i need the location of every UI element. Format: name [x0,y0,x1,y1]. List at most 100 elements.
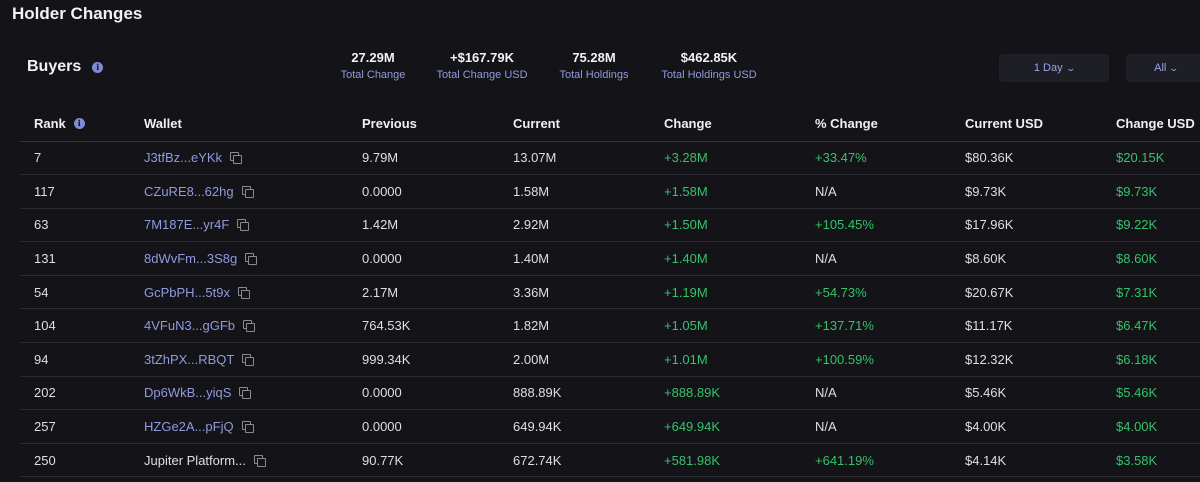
pct-change-cell: N/A [801,376,951,411]
table-row[interactable]: 104 4VFuN3...gGFb 764.53K 1.82M +1.05M +137.7… [20,308,1200,344]
rank-cell: 250 [20,443,130,478]
period-dropdown[interactable]: 1 Day ⌄ [999,54,1109,82]
column-header-rank[interactable]: Rank i [20,106,130,142]
table-row[interactable]: 63 7M187E...yr4F 1.42M 2.92M +1.50M +105.45% $… [20,208,1200,243]
chevron-down-icon: ⌄ [1168,62,1180,73]
copy-icon[interactable] [237,286,250,299]
change-cell: +1.19M [650,275,801,310]
copy-icon[interactable] [245,253,258,266]
stat-label: Total Change [340,69,406,81]
current-usd-cell: $5.46K [951,376,1102,411]
filter-dropdown[interactable]: All ⌄ [1126,54,1200,82]
table-row[interactable]: 257 HZGe2A...pFjQ 0.0000 649.94K +649.94K N/A… [20,409,1200,444]
info-icon[interactable]: i [73,117,85,129]
current-usd-cell: $11.17K [951,308,1102,344]
rank-cell: 54 [20,275,130,310]
copy-icon[interactable] [239,387,252,400]
wallet-address-link[interactable]: GcPbPH...5t9x [144,284,230,300]
section-title-label: Buyers [27,58,82,75]
copy-icon[interactable] [237,219,250,232]
wallet-cell: CZuRE8...62hg [130,174,348,209]
current-usd-cell: $4.00K [951,409,1102,444]
wallet-cell: 8dWvFm...3S8g [130,241,348,276]
change-usd-cell: $7.31K [1102,275,1200,310]
change-usd-cell: $8.60K [1102,241,1200,276]
table-row[interactable]: 7 J3tfBz...eYKk 9.79M 13.07M +3.28M +33.47% $8… [20,141,1200,176]
copy-icon[interactable] [230,152,243,165]
wallet-address-link[interactable]: HZGe2A...pFjQ [144,419,234,435]
current-usd-cell: $17.96K [951,208,1102,243]
wallet-address-link[interactable]: 3tZhPX...RBQT [144,351,235,367]
column-header-change-usd[interactable]: Change USD [1102,106,1200,142]
pct-change-cell: N/A [801,409,951,444]
chevron-down-icon: ⌄ [1065,62,1076,73]
stat-value: 75.28M [572,50,616,65]
copy-icon[interactable] [242,353,255,366]
table-row[interactable]: 117 CZuRE8...62hg 0.0000 1.58M +1.58M N/A $9.7… [20,174,1200,209]
change-cell: +1.50M [650,208,801,243]
section-title: Buyers i [27,58,104,76]
change-usd-cell: $6.18K [1102,342,1200,377]
wallet-cell: 4VFuN3...gGFb [130,308,348,344]
wallet-address-link[interactable]: Dp6WkB...yiqS [144,385,232,401]
rank-cell: 63 [20,208,130,243]
current-usd-cell: $8.60K [951,241,1102,276]
copy-icon[interactable] [243,320,256,333]
wallet-cell: J3tfBz...eYKk [130,141,348,176]
table-row[interactable]: 54 GcPbPH...5t9x 2.17M 3.36M +1.19M +54.73% $2… [20,275,1200,310]
table-row[interactable]: 94 3tZhPX...RBQT 999.34K 2.00M +1.01M +100.59… [20,342,1200,377]
filter-dropdown-label: All [1154,62,1167,74]
wallet-address-link[interactable]: CZuRE8...62hg [144,183,234,199]
current-cell: 888.89K [499,376,650,411]
pct-change-cell: +641.19% [801,443,951,478]
current-cell: 13.07M [499,141,650,176]
change-cell: +888.89K [650,376,801,411]
previous-cell: 764.53K [348,308,499,344]
rank-cell: 202 [20,376,130,411]
copy-icon[interactable] [241,185,254,198]
column-header-pct-change[interactable]: % Change [801,106,951,142]
current-cell: 1.58M [499,174,650,209]
stat-total-holdings-usd: $462.85K Total Holdings USD [652,50,766,81]
column-header-current[interactable]: Current [499,106,650,142]
wallet-cell: Jupiter Platform... [130,443,348,478]
stat-total-change-usd: +$167.79K Total Change USD [426,50,538,81]
copy-icon[interactable] [241,421,254,434]
copy-icon[interactable] [253,454,266,467]
stat-label: Total Change USD [436,69,528,81]
previous-cell: 999.34K [348,342,499,377]
table-row[interactable]: 131 8dWvFm...3S8g 0.0000 1.40M +1.40M N/A $8.6… [20,241,1200,276]
column-header-wallet[interactable]: Wallet [130,106,348,142]
previous-cell: 0.0000 [348,241,499,276]
wallet-address-link[interactable]: 8dWvFm...3S8g [144,251,238,267]
wallet-cell: 3tZhPX...RBQT [130,342,348,377]
current-usd-cell: $9.73K [951,174,1102,209]
current-cell: 2.92M [499,208,650,243]
buyers-table: Rank i Wallet Previous Current Change % C… [20,106,1200,478]
pct-change-cell: +105.45% [801,208,951,243]
change-cell: +1.05M [650,308,801,344]
current-cell: 1.40M [499,241,650,276]
column-header-current-usd[interactable]: Current USD [951,106,1102,142]
wallet-address-link[interactable]: J3tfBz...eYKk [144,150,223,166]
change-cell: +3.28M [650,141,801,176]
wallet-address-link[interactable]: 4VFuN3...gGFb [144,318,236,334]
current-cell: 649.94K [499,409,650,444]
stat-value: +$167.79K [450,50,514,65]
column-header-change[interactable]: Change [650,106,801,142]
change-usd-cell: $9.22K [1102,208,1200,243]
column-header-previous[interactable]: Previous [348,106,499,142]
rank-cell: 131 [20,241,130,276]
change-usd-cell: $4.00K [1102,409,1200,444]
stat-total-change: 27.29M Total Change [330,50,416,81]
rank-cell: 7 [20,141,130,176]
info-icon[interactable]: i [92,61,104,73]
change-cell: +1.58M [650,174,801,209]
wallet-address-link[interactable]: 7M187E...yr4F [144,217,230,233]
table-row[interactable]: 202 Dp6WkB...yiqS 0.0000 888.89K +888.89K N/A… [20,376,1200,411]
change-cell: +581.98K [650,443,801,478]
stat-value: 27.29M [351,50,395,65]
period-dropdown-label: 1 Day [1033,62,1063,74]
current-cell: 3.36M [499,275,650,310]
table-row[interactable]: 250 Jupiter Platform... 90.77K 672.74K +581.… [20,443,1200,478]
